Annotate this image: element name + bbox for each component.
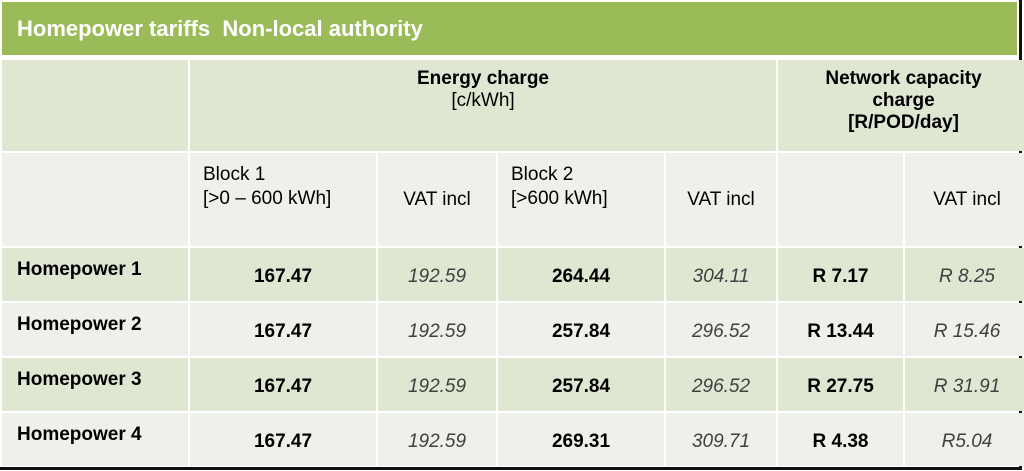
table-title: Homepower tariffs Non-local authority — [2, 2, 1017, 55]
block1-value: 167.47 — [190, 303, 376, 356]
table-row: Homepower 4 167.47 192.59 269.31 309.71 … — [2, 413, 1024, 466]
block1-value: 167.47 — [190, 248, 376, 301]
block1-value: 167.47 — [190, 413, 376, 466]
subheader-empty-cell — [2, 153, 188, 246]
vat-incl-header-1: VAT incl — [378, 153, 496, 246]
ncc-value: R 13.44 — [778, 303, 903, 356]
vat-incl-header-2: VAT incl — [666, 153, 776, 246]
header-row-columns: Block 1 [>0 – 600 kWh] VAT incl Block 2 … — [2, 153, 1024, 246]
header-row-groups: Energy charge [c/kWh] Network capacity c… — [2, 60, 1024, 151]
ncc-vat-value: R 15.46 — [905, 303, 1024, 356]
block1-value: 167.47 — [190, 358, 376, 411]
block1-vat-value: 192.59 — [378, 358, 496, 411]
vat-incl-header-3: VAT incl — [905, 153, 1024, 246]
block2-label: Block 2 — [511, 164, 574, 185]
block1-vat-value: 192.59 — [378, 413, 496, 466]
table-row: Homepower 2 167.47 192.59 257.84 296.52 … — [2, 303, 1024, 356]
block1-header: Block 1 [>0 – 600 kWh] — [190, 153, 376, 246]
ncc-value: R 4.38 — [778, 413, 903, 466]
block2-vat-value: 309.71 — [666, 413, 776, 466]
ncc-value: R 7.17 — [778, 248, 903, 301]
table-row: Homepower 1 167.47 192.59 264.44 304.11 … — [2, 248, 1024, 301]
energy-charge-header: Energy charge [c/kWh] — [190, 60, 776, 151]
block1-range: [>0 – 600 kWh] — [203, 188, 332, 209]
row-label: Homepower 2 — [2, 303, 188, 356]
energy-charge-unit: [c/kWh] — [451, 90, 515, 111]
block2-value: 269.31 — [498, 413, 664, 466]
network-capacity-header: Network capacity charge [R/POD/day] — [778, 60, 1024, 151]
ncc-vat-value: R 31.91 — [905, 358, 1024, 411]
ncc-vat-value: R5.04 — [905, 413, 1024, 466]
ncc-vat-value: R 8.25 — [905, 248, 1024, 301]
block1-vat-value: 192.59 — [378, 248, 496, 301]
tariff-table: Energy charge [c/kWh] Network capacity c… — [0, 58, 1024, 468]
ncc-subheader-empty — [778, 153, 903, 246]
block2-vat-value: 304.11 — [666, 248, 776, 301]
ncc-label-line2: charge — [872, 90, 935, 111]
block2-range: [>600 kWh] — [511, 188, 608, 209]
ncc-label-line1: Network capacity — [825, 68, 982, 89]
block1-label: Block 1 — [203, 164, 266, 185]
block2-vat-value: 296.52 — [666, 358, 776, 411]
block2-value: 257.84 — [498, 358, 664, 411]
block2-value: 264.44 — [498, 248, 664, 301]
row-label: Homepower 4 — [2, 413, 188, 466]
row-label: Homepower 1 — [2, 248, 188, 301]
block2-vat-value: 296.52 — [666, 303, 776, 356]
ncc-value: R 27.75 — [778, 358, 903, 411]
block2-header: Block 2 [>600 kWh] — [498, 153, 664, 246]
header-empty-cell — [2, 60, 188, 151]
ncc-unit: [R/POD/day] — [848, 112, 959, 133]
block2-value: 257.84 — [498, 303, 664, 356]
row-label: Homepower 3 — [2, 358, 188, 411]
table-row: Homepower 3 167.47 192.59 257.84 296.52 … — [2, 358, 1024, 411]
block1-vat-value: 192.59 — [378, 303, 496, 356]
energy-charge-label: Energy charge — [417, 68, 549, 89]
